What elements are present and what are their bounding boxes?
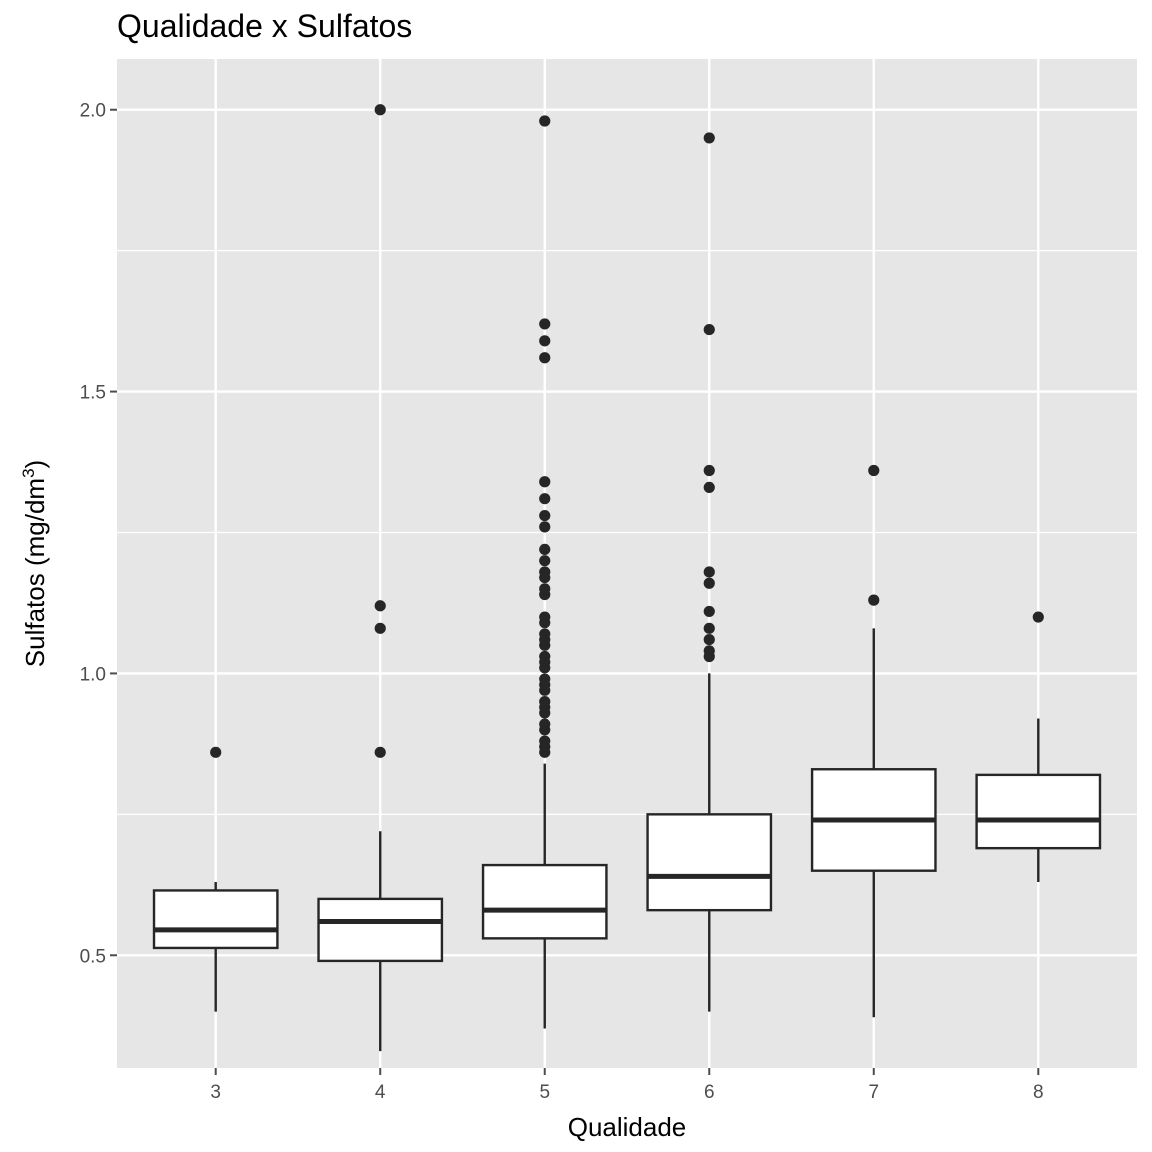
outlier-point (703, 566, 715, 578)
outlier-point (539, 555, 551, 567)
outlier-point (539, 611, 551, 623)
outlier-point (539, 318, 551, 330)
box-iqr (317, 897, 444, 963)
outlier-point (703, 577, 715, 589)
boxes (152, 104, 1102, 1052)
outlier-point (539, 493, 551, 505)
y-axis: 0.5 1.0 1.5 2.0 (80, 101, 117, 967)
outlier-point (703, 481, 715, 494)
outlier-point (703, 633, 715, 646)
box-iqr (152, 889, 279, 950)
y-tick-label: 1.0 (80, 664, 106, 685)
x-axis-title: Qualidade (568, 1112, 687, 1142)
outlier-point (539, 543, 551, 556)
outlier-point (539, 628, 551, 640)
y-tick-label: 0.5 (80, 946, 106, 967)
outlier-point (374, 104, 386, 116)
box-iqr (646, 813, 773, 912)
box-7 (810, 464, 937, 1018)
plot-panel (117, 59, 1137, 1068)
y-axis-title-superscript: 3 (19, 468, 38, 477)
x-axis: 3 4 5 6 7 8 (210, 1068, 1044, 1103)
x-tick-label: 4 (375, 1082, 386, 1103)
outlier-point (210, 746, 222, 758)
outlier-point (703, 132, 715, 144)
x-tick-label: 5 (539, 1082, 550, 1103)
outlier-point (374, 600, 386, 612)
x-tick-label: 7 (868, 1082, 879, 1103)
outlier-point (539, 650, 551, 663)
outlier-point (539, 476, 551, 488)
outlier-point (374, 746, 386, 758)
outlier-point (374, 622, 386, 634)
x-tick-label: 8 (1033, 1082, 1044, 1103)
outlier-point (539, 521, 551, 533)
y-tick-label: 2.0 (80, 101, 106, 122)
outlier-point (868, 464, 880, 477)
outlier-point (539, 583, 551, 595)
box-4 (317, 104, 444, 1052)
outlier-point (539, 115, 551, 127)
box-8 (975, 611, 1102, 882)
box-iqr (481, 863, 608, 940)
outlier-point (703, 645, 715, 657)
outlier-point (703, 605, 715, 618)
y-axis-title: Sulfatos (mg/dm3) (19, 460, 50, 667)
outlier-point (1032, 611, 1044, 623)
outlier-point (539, 673, 551, 685)
box-3 (152, 746, 279, 1012)
y-axis-title-main: Sulfatos (mg/dm (20, 478, 50, 667)
outlier-point (703, 323, 715, 336)
x-tick-label: 3 (210, 1082, 221, 1103)
y-tick-label: 1.5 (80, 383, 106, 404)
outlier-point (703, 464, 715, 477)
outlier-point (539, 735, 551, 747)
box-5 (481, 115, 608, 1029)
outlier-point (539, 566, 551, 578)
y-axis-title-suffix: ) (20, 460, 50, 469)
box-iqr (975, 773, 1102, 850)
outlier-point (539, 509, 551, 522)
outlier-point (703, 622, 715, 634)
chart-title: Qualidade x Sulfatos (117, 8, 413, 44)
box-6 (646, 132, 773, 1012)
x-tick-label: 6 (704, 1082, 715, 1103)
outlier-point (539, 718, 551, 730)
minor-gridlines (117, 250, 1137, 815)
outlier-point (868, 594, 880, 606)
outlier-point (539, 696, 551, 708)
outlier-point (539, 335, 551, 347)
outlier-point (539, 352, 551, 364)
